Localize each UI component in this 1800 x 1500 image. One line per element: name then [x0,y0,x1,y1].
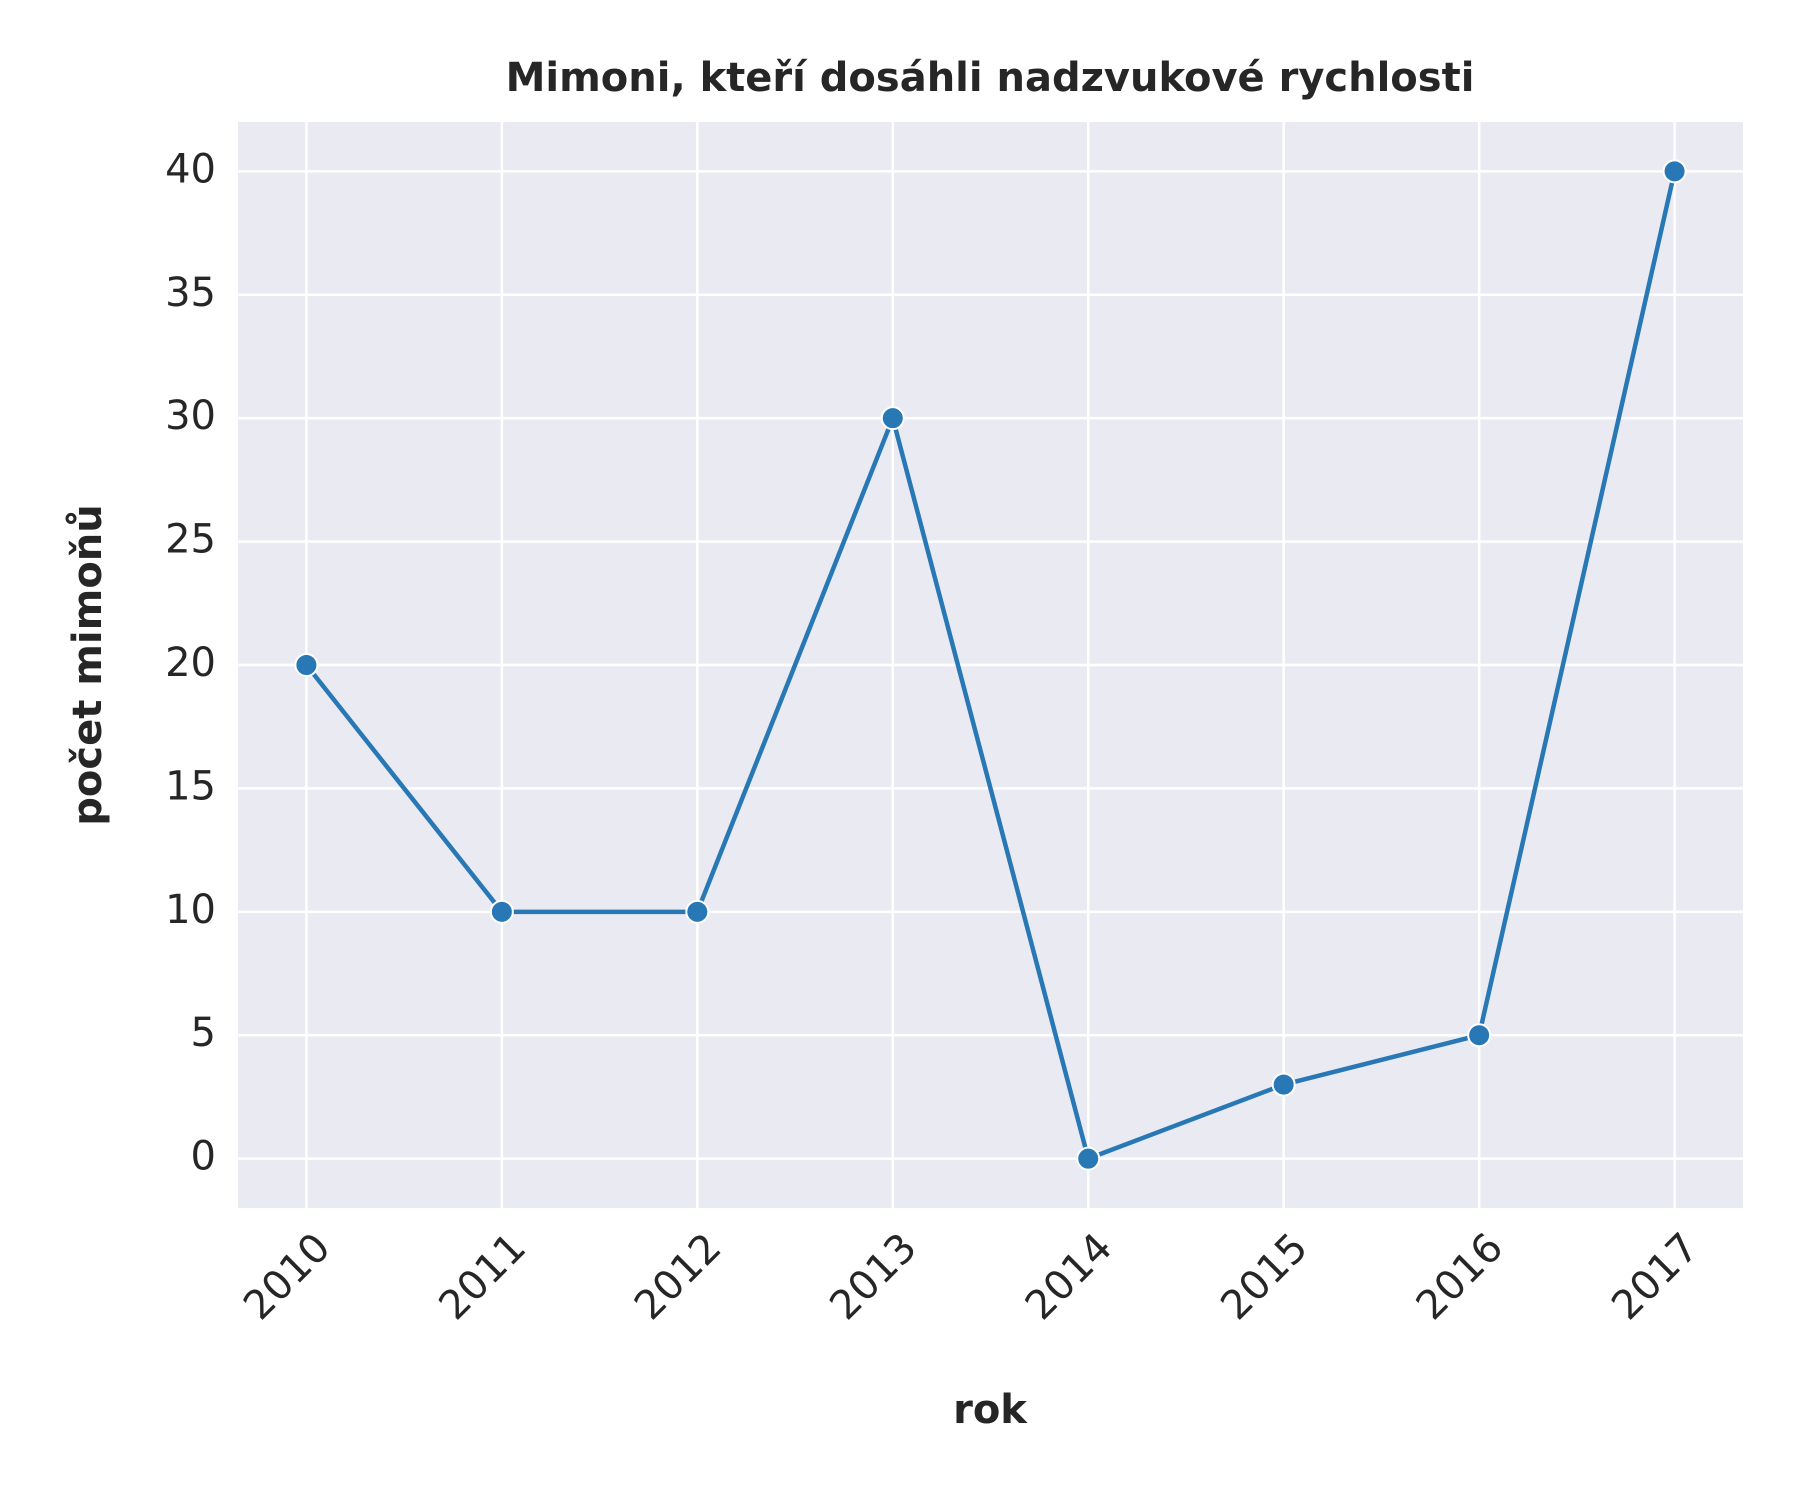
x-tick-label: 2010 [235,1225,340,1330]
y-tick-label: 30 [165,393,216,439]
point [1076,1146,1101,1171]
point [489,899,514,924]
y-tick-label: 5 [191,1010,216,1056]
point [880,406,905,431]
x-tick-label: 2015 [1212,1225,1317,1330]
point [1662,159,1687,184]
x-tick-label: 2011 [430,1225,535,1330]
point [1467,1023,1492,1048]
y-tick-label: 35 [165,270,216,316]
y-axis-label: počet mimoňů [64,504,111,826]
line [304,170,1677,1161]
x-axis-label: rok [953,1387,1028,1433]
x-tick-label: 2013 [821,1225,926,1330]
point [294,653,319,677]
point [685,899,710,924]
point [1271,1072,1296,1097]
x-tick-label: 2016 [1408,1225,1513,1330]
x-tick-label: 2014 [1017,1225,1122,1330]
y-tick-label: 0 [191,1134,216,1180]
x-tick-label: 2017 [1603,1225,1708,1330]
chart-title: Mimoni, kteří dosáhli nadzvukové rychlos… [506,55,1475,101]
y-tick-label: 10 [165,887,216,933]
y-tick-label: 20 [165,640,216,686]
y-tick-label: 40 [165,146,216,192]
x-tick-label: 2012 [626,1225,731,1330]
y-tick-label: 25 [165,517,216,563]
y-tick-label: 15 [165,763,216,809]
